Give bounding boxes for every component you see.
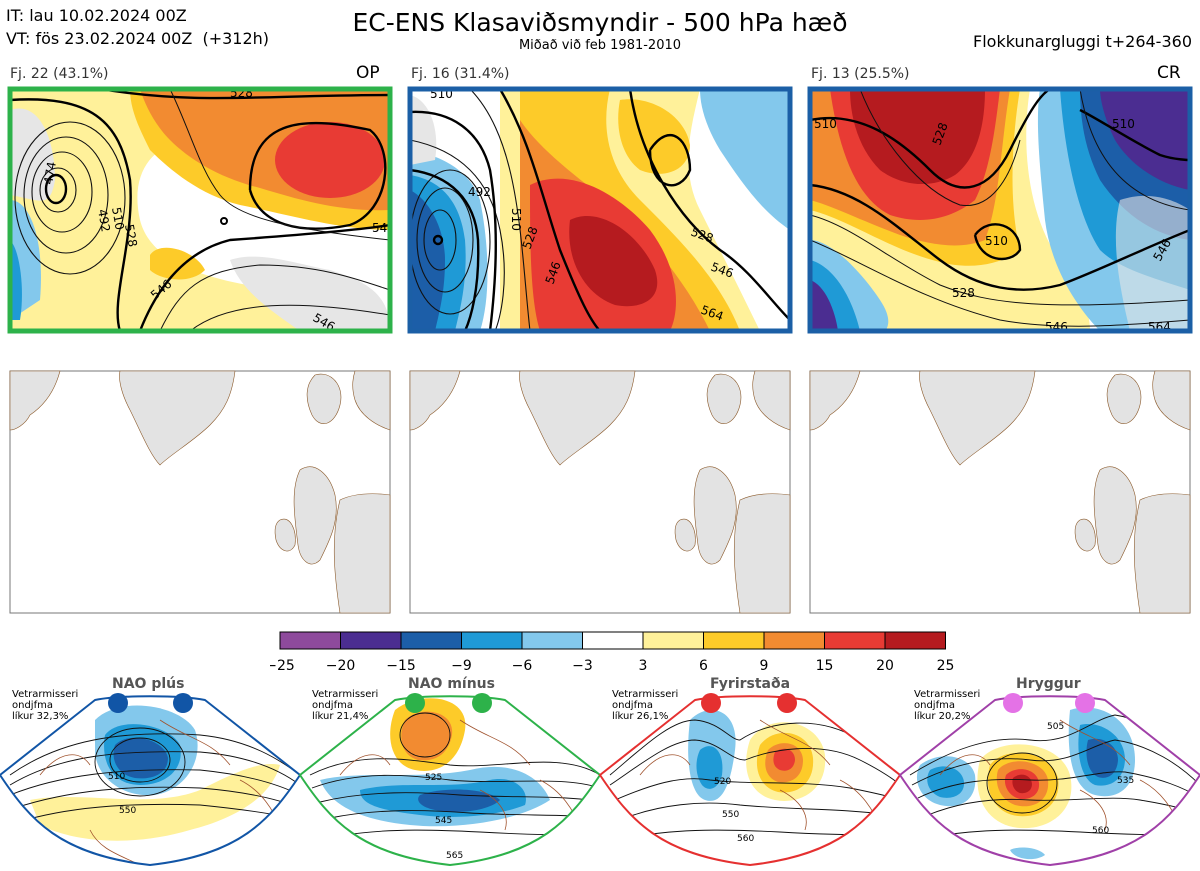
regime-1-name: NAO plús (112, 676, 185, 692)
regime-4-likelihood: Vetrarmisseri ondjfma líkur 20,2% (914, 689, 981, 722)
colorbar-tick-label: 15 (816, 658, 834, 674)
regime-4-dot (1003, 693, 1023, 713)
cluster-3-contour-label: 564 (1148, 320, 1171, 334)
cluster-1-contour-label: 528 (230, 86, 253, 100)
regime-1-dot (108, 693, 128, 713)
regime-1-likelihood: Vetrarmisseri ondjfma líkur 32,3% (12, 689, 79, 722)
cluster-2-contour-label: 510 (430, 87, 453, 101)
colorbar-cell (642, 631, 704, 650)
regime-2-contour-label: 565 (446, 851, 463, 861)
colorbar-cell (582, 631, 644, 650)
cluster-maps: 528 474 492 510 528 546 546 546 (7, 86, 1193, 334)
page-title: EC-ENS Klasaviðsmyndir - 500 hPa hæð (352, 8, 848, 37)
cluster-1-contour-label: 474 (41, 161, 59, 186)
regime-3-likelihood: Vetrarmisseri ondjfma líkur 26,1% (612, 689, 679, 722)
cluster-3-map: 510 528 510 528 546 510 546 564 (810, 89, 1190, 334)
cluster-2-contour-label: 510 (509, 208, 523, 231)
regime-2-name: NAO mínus (408, 676, 495, 692)
colorbar-cell (279, 631, 341, 650)
empty-maps (9, 370, 1191, 614)
regime-2-likelihood: Vetrarmisseri ondjfma líkur 21,4% (312, 689, 379, 722)
regime-1-contour-label: 550 (119, 806, 136, 816)
colorbar-tick-label: 20 (876, 658, 894, 674)
colorbar-cell (884, 631, 946, 650)
colorbar-ticks: −25 −20 −15 −9 −6 −3 3 6 9 15 20 25 (270, 658, 954, 674)
cluster-1-map: 528 474 492 510 528 546 546 546 (10, 86, 395, 331)
colorbar-cell (400, 631, 462, 650)
colorbar-cell (521, 631, 583, 650)
regime-4-contour-label: 535 (1117, 776, 1134, 786)
cluster-3-tag: CR (1157, 63, 1181, 83)
regime-3-dot (777, 693, 797, 713)
colorbar-tick-label: −25 (270, 658, 295, 674)
colorbar-tick-label: −6 (512, 658, 533, 674)
colorbar-cells (279, 631, 946, 650)
initial-time: IT: lau 10.02.2024 00Z (6, 6, 187, 25)
cluster-3-frame (807, 86, 1193, 334)
colorbar-tick-label: −9 (451, 658, 472, 674)
regime-2-contour-label: 525 (425, 773, 442, 783)
cluster-3-contour-label: 510 (1112, 117, 1135, 131)
cluster-2-frame (407, 86, 793, 334)
cluster-3-contour-label: 510 (985, 234, 1008, 248)
colorbar-cell (461, 631, 523, 650)
regime-4-dot (1075, 693, 1095, 713)
colorbar-tick-label: 25 (937, 658, 955, 674)
cluster-2-contour-label: 492 (468, 185, 491, 199)
cluster-1-contour-label: 510 (109, 206, 127, 231)
cluster-1-contour-label: 546 (372, 221, 395, 235)
cluster-window: Flokkunargluggi t+264-360 (973, 32, 1192, 51)
regime-4-name: Hryggur (1016, 676, 1081, 692)
regime-3-contour-label: 560 (737, 834, 754, 844)
regime-4-contour-label: 560 (1092, 826, 1109, 836)
regime-3-map: 520 550 560 (598, 695, 902, 867)
colorbar-tick-label: −15 (386, 658, 416, 674)
cluster-2-map: 510 492 510 528 546 564 528 546 (410, 87, 790, 331)
regime-3-dot (701, 693, 721, 713)
regime-1-contour-label: 510 (108, 772, 125, 782)
colorbar-cell (824, 631, 886, 650)
colorbar-cell (703, 631, 765, 650)
forecast-times: IT: lau 10.02.2024 00Z VT: fös 23.02.2024… (6, 4, 269, 50)
colorbar-cell (340, 631, 402, 650)
cluster-2-label: Fj. 16 (31.4%) (411, 66, 510, 82)
colorbar: −25 −20 −15 −9 −6 −3 3 6 9 15 20 25 (270, 631, 954, 674)
cluster-1-tag: OP (356, 63, 380, 83)
cluster-1-frame (7, 86, 393, 334)
colorbar-tick-label: 9 (760, 658, 769, 674)
cluster-1-contour-label: 492 (95, 208, 113, 233)
regime-4-contour-label: 505 (1047, 722, 1064, 732)
colorbar-tick-label: −20 (326, 658, 356, 674)
regime-3-contour-label: 550 (722, 810, 739, 820)
colorbar-cell (763, 631, 825, 650)
regime-2-dot (472, 693, 492, 713)
valid-time: VT: fös 23.02.2024 00Z (+312h) (6, 29, 270, 48)
regime-2-contour-label: 545 (435, 816, 452, 826)
cluster-3-contour-label: 510 (814, 117, 837, 131)
page-subtitle: Miðað við feb 1981-2010 (518, 38, 682, 53)
colorbar-tick-label: −3 (572, 658, 593, 674)
cluster-3-contour-label: 528 (952, 286, 975, 300)
cluster-1-label: Fj. 22 (43.1%) (10, 66, 109, 82)
colorbar-tick-label: 6 (699, 658, 708, 674)
colorbar-tick-label: 3 (639, 658, 648, 674)
regime-2-dot (405, 693, 425, 713)
cluster-3-label: Fj. 13 (25.5%) (811, 66, 910, 82)
regime-1-dot (173, 693, 193, 713)
cluster-1-contour-label: 528 (122, 223, 140, 248)
cluster-3-contour-label: 546 (1045, 320, 1068, 334)
regime-maps: 510 550 525 54 (0, 695, 1200, 867)
regime-3-name: Fyrirstaða (710, 676, 791, 692)
regime-3-contour-label: 520 (714, 777, 731, 787)
